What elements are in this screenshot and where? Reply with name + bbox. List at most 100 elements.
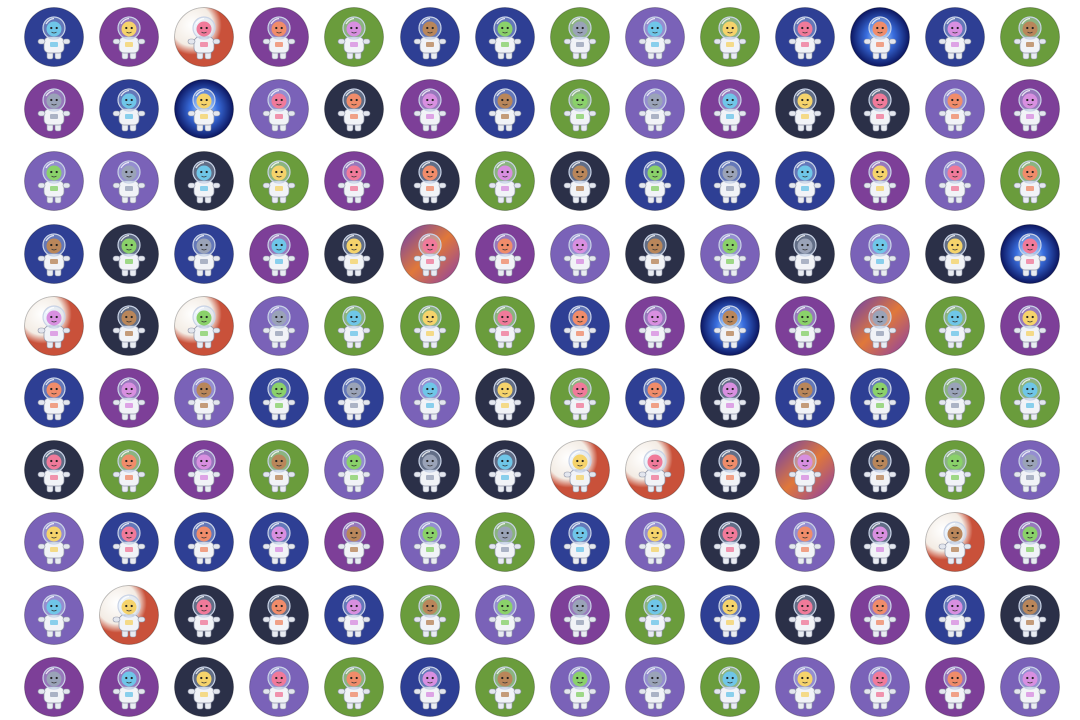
astronaut-avatar[interactable] [850,585,910,645]
astronaut-avatar[interactable] [324,224,384,284]
astronaut-avatar[interactable] [174,79,234,139]
astronaut-avatar[interactable] [400,296,460,356]
astronaut-avatar[interactable] [324,7,384,67]
astronaut-avatar[interactable] [324,79,384,139]
astronaut-avatar[interactable] [475,440,535,500]
astronaut-avatar[interactable] [249,585,309,645]
astronaut-avatar[interactable] [925,224,985,284]
astronaut-avatar[interactable] [475,368,535,428]
astronaut-avatar[interactable] [775,151,835,211]
astronaut-avatar[interactable] [324,151,384,211]
astronaut-avatar[interactable] [99,657,159,717]
astronaut-avatar[interactable] [850,296,910,356]
astronaut-avatar[interactable] [1000,296,1060,356]
astronaut-avatar[interactable] [24,512,84,572]
astronaut-avatar[interactable] [475,512,535,572]
astronaut-avatar[interactable] [174,151,234,211]
astronaut-avatar[interactable] [324,440,384,500]
astronaut-avatar[interactable] [775,368,835,428]
astronaut-avatar[interactable] [925,512,985,572]
astronaut-avatar[interactable] [324,512,384,572]
astronaut-avatar[interactable] [550,440,610,500]
astronaut-avatar[interactable] [400,512,460,572]
astronaut-avatar[interactable] [99,440,159,500]
astronaut-avatar[interactable] [1000,585,1060,645]
astronaut-avatar[interactable] [249,224,309,284]
astronaut-avatar[interactable] [400,79,460,139]
astronaut-avatar[interactable] [1000,79,1060,139]
astronaut-avatar[interactable] [625,79,685,139]
astronaut-avatar[interactable] [775,7,835,67]
astronaut-avatar[interactable] [475,79,535,139]
astronaut-avatar[interactable] [625,224,685,284]
astronaut-avatar[interactable] [174,657,234,717]
astronaut-avatar[interactable] [775,440,835,500]
astronaut-avatar[interactable] [24,296,84,356]
astronaut-avatar[interactable] [249,512,309,572]
astronaut-avatar[interactable] [775,585,835,645]
astronaut-avatar[interactable] [550,224,610,284]
astronaut-avatar[interactable] [99,79,159,139]
astronaut-avatar[interactable] [99,296,159,356]
astronaut-avatar[interactable] [925,368,985,428]
astronaut-avatar[interactable] [850,224,910,284]
astronaut-avatar[interactable] [174,440,234,500]
astronaut-avatar[interactable] [850,7,910,67]
astronaut-avatar[interactable] [850,151,910,211]
astronaut-avatar[interactable] [475,7,535,67]
astronaut-avatar[interactable] [925,585,985,645]
astronaut-avatar[interactable] [775,657,835,717]
astronaut-avatar[interactable] [1000,657,1060,717]
astronaut-avatar[interactable] [550,368,610,428]
astronaut-avatar[interactable] [400,151,460,211]
astronaut-avatar[interactable] [400,585,460,645]
astronaut-avatar[interactable] [249,296,309,356]
astronaut-avatar[interactable] [24,585,84,645]
astronaut-avatar[interactable] [249,7,309,67]
astronaut-avatar[interactable] [24,151,84,211]
astronaut-avatar[interactable] [99,7,159,67]
astronaut-avatar[interactable] [174,224,234,284]
astronaut-avatar[interactable] [925,151,985,211]
astronaut-avatar[interactable] [249,657,309,717]
astronaut-avatar[interactable] [174,296,234,356]
astronaut-avatar[interactable] [550,79,610,139]
astronaut-avatar[interactable] [1000,512,1060,572]
astronaut-avatar[interactable] [1000,151,1060,211]
astronaut-avatar[interactable] [700,79,760,139]
astronaut-avatar[interactable] [925,79,985,139]
astronaut-avatar[interactable] [850,440,910,500]
astronaut-avatar[interactable] [324,296,384,356]
astronaut-avatar[interactable] [550,151,610,211]
astronaut-avatar[interactable] [700,440,760,500]
astronaut-avatar[interactable] [24,368,84,428]
astronaut-avatar[interactable] [625,368,685,428]
astronaut-avatar[interactable] [249,440,309,500]
astronaut-avatar[interactable] [700,7,760,67]
astronaut-avatar[interactable] [249,79,309,139]
astronaut-avatar[interactable] [850,79,910,139]
astronaut-avatar[interactable] [550,296,610,356]
astronaut-avatar[interactable] [850,512,910,572]
astronaut-avatar[interactable] [775,224,835,284]
astronaut-avatar[interactable] [174,512,234,572]
astronaut-avatar[interactable] [550,7,610,67]
astronaut-avatar[interactable] [1000,440,1060,500]
astronaut-avatar[interactable] [1000,368,1060,428]
astronaut-avatar[interactable] [1000,224,1060,284]
astronaut-avatar[interactable] [550,512,610,572]
astronaut-avatar[interactable] [850,657,910,717]
astronaut-avatar[interactable] [700,224,760,284]
astronaut-avatar[interactable] [174,585,234,645]
astronaut-avatar[interactable] [625,151,685,211]
astronaut-avatar[interactable] [625,7,685,67]
astronaut-avatar[interactable] [625,296,685,356]
astronaut-avatar[interactable] [925,657,985,717]
astronaut-avatar[interactable] [925,440,985,500]
astronaut-avatar[interactable] [99,368,159,428]
astronaut-avatar[interactable] [475,151,535,211]
astronaut-avatar[interactable] [24,7,84,67]
astronaut-avatar[interactable] [775,512,835,572]
astronaut-avatar[interactable] [700,296,760,356]
astronaut-avatar[interactable] [249,368,309,428]
